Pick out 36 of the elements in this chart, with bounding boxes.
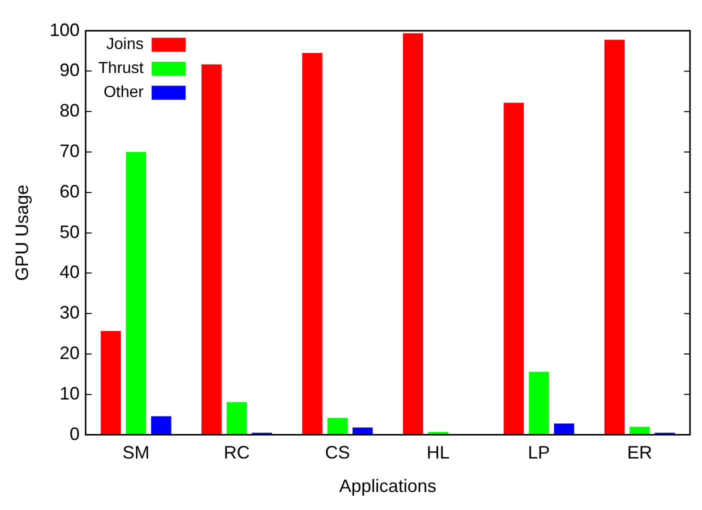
bar: [327, 418, 348, 434]
bar: [504, 102, 524, 434]
legend-label: Joins: [106, 36, 144, 54]
legend-label: Thrust: [98, 60, 144, 78]
y-tick-label: 100: [50, 20, 80, 40]
x-tick-label: RC: [224, 442, 250, 463]
bar: [100, 330, 121, 434]
x-tick-label: ER: [627, 442, 652, 463]
bar: [302, 53, 322, 434]
x-tick-label: CS: [324, 442, 350, 463]
bar: [226, 402, 247, 434]
y-tick-label: 40: [60, 262, 80, 282]
y-tick-label: 10: [60, 383, 80, 404]
legend-label: Other: [104, 84, 144, 102]
y-tick-label: 90: [60, 60, 80, 80]
bar: [528, 372, 549, 434]
bar: [630, 426, 650, 434]
y-tick-label: 50: [60, 222, 80, 242]
x-tick-label: LP: [528, 442, 550, 463]
y-tick-label: 0: [70, 424, 80, 444]
x-axis-title: Applications: [339, 476, 436, 496]
y-tick-label: 20: [60, 342, 80, 363]
bar: [126, 152, 146, 434]
bar: [402, 33, 424, 434]
bar: [554, 423, 574, 434]
y-tick-label: 60: [60, 181, 80, 202]
bar: [352, 428, 373, 434]
x-tick-label: HL: [426, 442, 450, 463]
bar: [604, 40, 625, 434]
y-tick-label: 70: [60, 140, 80, 161]
bar: [201, 64, 222, 434]
y-tick-label: 80: [60, 100, 80, 121]
y-tick-label: 30: [60, 302, 80, 323]
bar: [151, 416, 172, 434]
x-tick-label: SM: [122, 442, 150, 463]
y-axis-title: GPU Usage: [12, 184, 32, 281]
